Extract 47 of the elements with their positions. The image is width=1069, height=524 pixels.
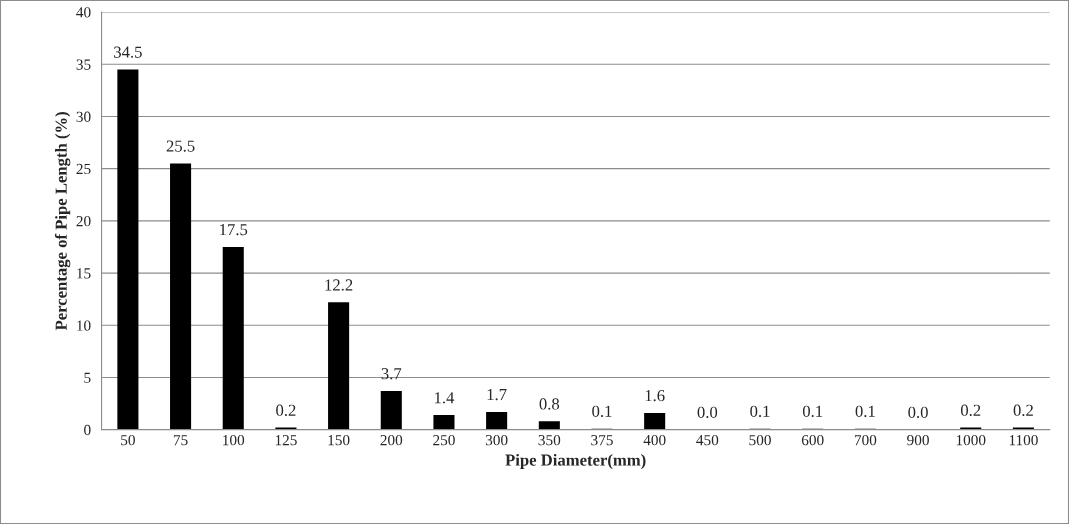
x-tick-label: 500 [749,434,771,446]
data-label: 0.2 [276,404,296,416]
data-label: 17.5 [220,224,248,236]
x-tick-label: 100 [223,434,245,446]
x-tick-label: 375 [591,435,613,446]
y-tick-label: 25 [76,163,91,175]
x-tick-label: 125 [275,435,297,446]
data-label: 0.0 [697,406,718,419]
x-tick-label: 250 [433,434,455,446]
x-tick-label: 1100 [1009,434,1038,446]
y-axis-title: Percentage of Pipe Length (%) [54,112,71,331]
data-label: 0.8 [539,398,560,410]
y-tick-label: 0 [84,424,91,436]
x-tick-label: 400 [643,434,666,446]
data-label: 1.7 [487,389,507,401]
data-label: 1.6 [645,390,665,402]
data-label: 0.1 [802,405,823,417]
data-label: 3.7 [381,368,402,380]
data-label: 0.2 [1013,404,1033,416]
x-tick-label: 450 [696,434,719,446]
x-tick-label: 350 [538,434,561,446]
y-tick-label: 35 [76,59,91,70]
data-label: 0.0 [908,406,928,419]
data-label: 0.1 [592,405,612,417]
x-tick-label: 200 [380,434,403,446]
data-label: 0.1 [855,405,875,417]
y-tick-label: 5 [84,372,91,383]
data-label: 1.4 [435,392,455,404]
data-label: 12.2 [325,279,353,291]
y-tick-label: 20 [76,216,91,227]
data-label: 0.2 [960,404,981,416]
y-tick-label: 10 [77,320,91,331]
data-label: 0.1 [750,405,770,417]
x-axis-title: Pipe Diameter(mm) [505,453,646,470]
y-tick-label: 30 [76,111,91,122]
y-tick-label: 40 [76,7,91,18]
x-tick-label: 600 [801,434,824,446]
y-tick-label: 15 [77,268,91,279]
x-tick-label: 1000 [956,434,986,446]
data-label: 34.5 [114,46,142,58]
x-tick-label: 700 [854,434,877,446]
data-label: 25.5 [166,140,195,152]
x-tick-label: 150 [328,434,350,446]
x-tick-label: 300 [485,434,508,446]
x-tick-label: 75 [173,435,188,446]
x-tick-label: 900 [907,434,929,446]
x-tick-label: 50 [121,434,135,446]
